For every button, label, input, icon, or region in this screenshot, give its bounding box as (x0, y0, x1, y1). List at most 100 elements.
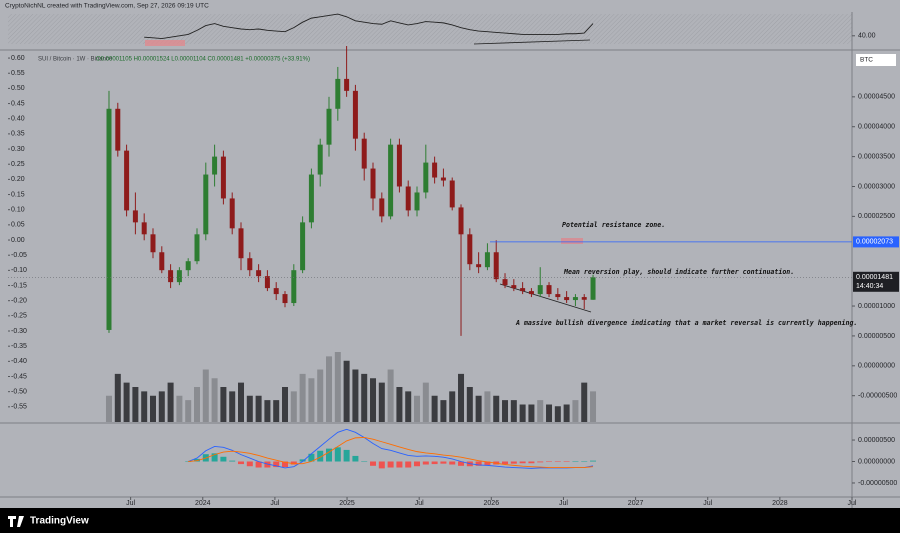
x-tick-label: Jul (703, 500, 712, 507)
candle-body (212, 156, 218, 175)
y2-tick-label: 0.50 (11, 85, 25, 92)
candle-body (115, 108, 121, 151)
volume-bar (193, 387, 200, 422)
countdown-label: 14:40:34 (856, 283, 883, 290)
macd-histogram-bar (308, 453, 315, 462)
macd-histogram-bar (273, 461, 280, 468)
candle-body (528, 291, 534, 295)
rsi-line (144, 13, 594, 39)
macd-histogram-bar (519, 461, 526, 464)
volume-bar (352, 369, 359, 422)
x-tick-label: Jul (559, 500, 568, 507)
y-tick-label: 0.00003500 (858, 153, 895, 160)
volume-bar (370, 378, 377, 422)
candle-body (476, 264, 482, 268)
volume-bar (299, 373, 306, 422)
candle-body (203, 174, 209, 235)
macd-histogram-bar (229, 460, 236, 462)
candle-body (300, 222, 306, 271)
volume-bar (502, 400, 509, 422)
volume-bar (590, 391, 597, 422)
y2-tick-label: -0.15 (11, 282, 27, 289)
candle-body (308, 174, 314, 223)
macd-histogram-bar (211, 453, 218, 462)
x-tick-label: Jul (126, 500, 135, 507)
volume-bar (308, 378, 315, 422)
resistance-zone (561, 238, 583, 244)
macd-histogram-bar (290, 461, 297, 465)
candle-body (168, 270, 174, 283)
candle-body (159, 252, 165, 271)
candle-body (405, 186, 411, 211)
symbol-title: SUI / Bitcoin · 1W · Binance (38, 57, 113, 63)
volume-bar (211, 378, 218, 422)
candle-body (185, 261, 191, 271)
candle-body (572, 297, 578, 301)
y2-tick-label: 0.00 (11, 237, 25, 244)
annotation: Potential resistance zone. (562, 221, 665, 229)
y-tick-label: 0.00004000 (858, 124, 895, 131)
volume-bar (149, 395, 156, 422)
y-tick-label: -0.00000500 (858, 480, 897, 487)
candle-body (520, 288, 526, 292)
y2-tick-label: -0.20 (11, 298, 27, 305)
x-tick-label: Jul (415, 500, 424, 507)
y2-tick-label: 0.25 (11, 161, 25, 168)
candle-body (352, 90, 358, 139)
volume-bar (422, 382, 429, 422)
macd-histogram-bar (334, 447, 341, 462)
candle-body (502, 279, 508, 286)
volume-bar (537, 400, 544, 422)
currency-tag (856, 54, 896, 66)
candle-body (449, 180, 455, 208)
y-tick-label: -0.00000500 (858, 393, 897, 400)
candle-body (220, 156, 226, 199)
macd-histogram-bar (458, 461, 465, 466)
candle-body (273, 288, 279, 295)
macd-histogram-bar (554, 461, 561, 463)
x-tick-label: 2028 (772, 500, 788, 507)
y2-tick-label: 0.20 (11, 176, 25, 183)
candle-body (564, 297, 570, 301)
candle-body (590, 277, 596, 300)
volume-bar (334, 352, 341, 422)
footer-brand: TradingView (30, 516, 89, 527)
candle-body (432, 162, 438, 178)
candle-body (238, 228, 244, 259)
volume-bar (255, 395, 262, 422)
y2-tick-label: 0.35 (11, 131, 25, 138)
volume-bar (238, 382, 245, 422)
volume-bar (114, 373, 121, 422)
macd-histogram-bar (185, 461, 192, 463)
y2-tick-label: 0.55 (11, 70, 25, 77)
y-tick-label: 0.00003000 (858, 183, 895, 190)
macd-histogram-bar (326, 448, 333, 462)
volume-bar (458, 373, 465, 422)
macd-histogram-bar (246, 461, 253, 467)
signal-line (188, 436, 594, 468)
macd-histogram-bar (378, 461, 385, 469)
volume-bar (387, 369, 394, 422)
y2-tick-label: 0.30 (11, 146, 25, 153)
macd-histogram-bar (370, 461, 377, 466)
volume-bar (414, 395, 421, 422)
x-tick-label: 2026 (484, 500, 500, 507)
candle-body (537, 285, 543, 295)
candle-body (247, 258, 253, 271)
volume-bar (519, 404, 526, 422)
y2-tick-label: -0.45 (11, 373, 27, 380)
candle-body (264, 276, 270, 289)
last-price-label: 0.00001481 (856, 274, 893, 281)
y2-tick-label: 0.05 (11, 222, 25, 229)
volume-bar (510, 400, 517, 422)
macd-histogram-bar (581, 461, 588, 463)
macd-histogram-bar (317, 450, 324, 462)
rsi-trend-line (473, 39, 591, 45)
candle-body (458, 207, 464, 235)
currency-label: BTC (860, 57, 873, 64)
candle-body (141, 222, 147, 235)
candle-body (484, 252, 490, 268)
candle-body (291, 270, 297, 304)
candle-body (124, 150, 130, 211)
